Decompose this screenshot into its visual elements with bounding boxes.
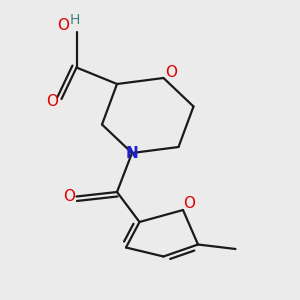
Text: H: H <box>69 13 80 27</box>
Text: O: O <box>165 65 177 80</box>
Text: O: O <box>57 18 69 33</box>
Text: O: O <box>63 189 75 204</box>
Text: N: N <box>126 146 138 160</box>
Text: O: O <box>46 94 58 110</box>
Text: O: O <box>183 196 195 211</box>
